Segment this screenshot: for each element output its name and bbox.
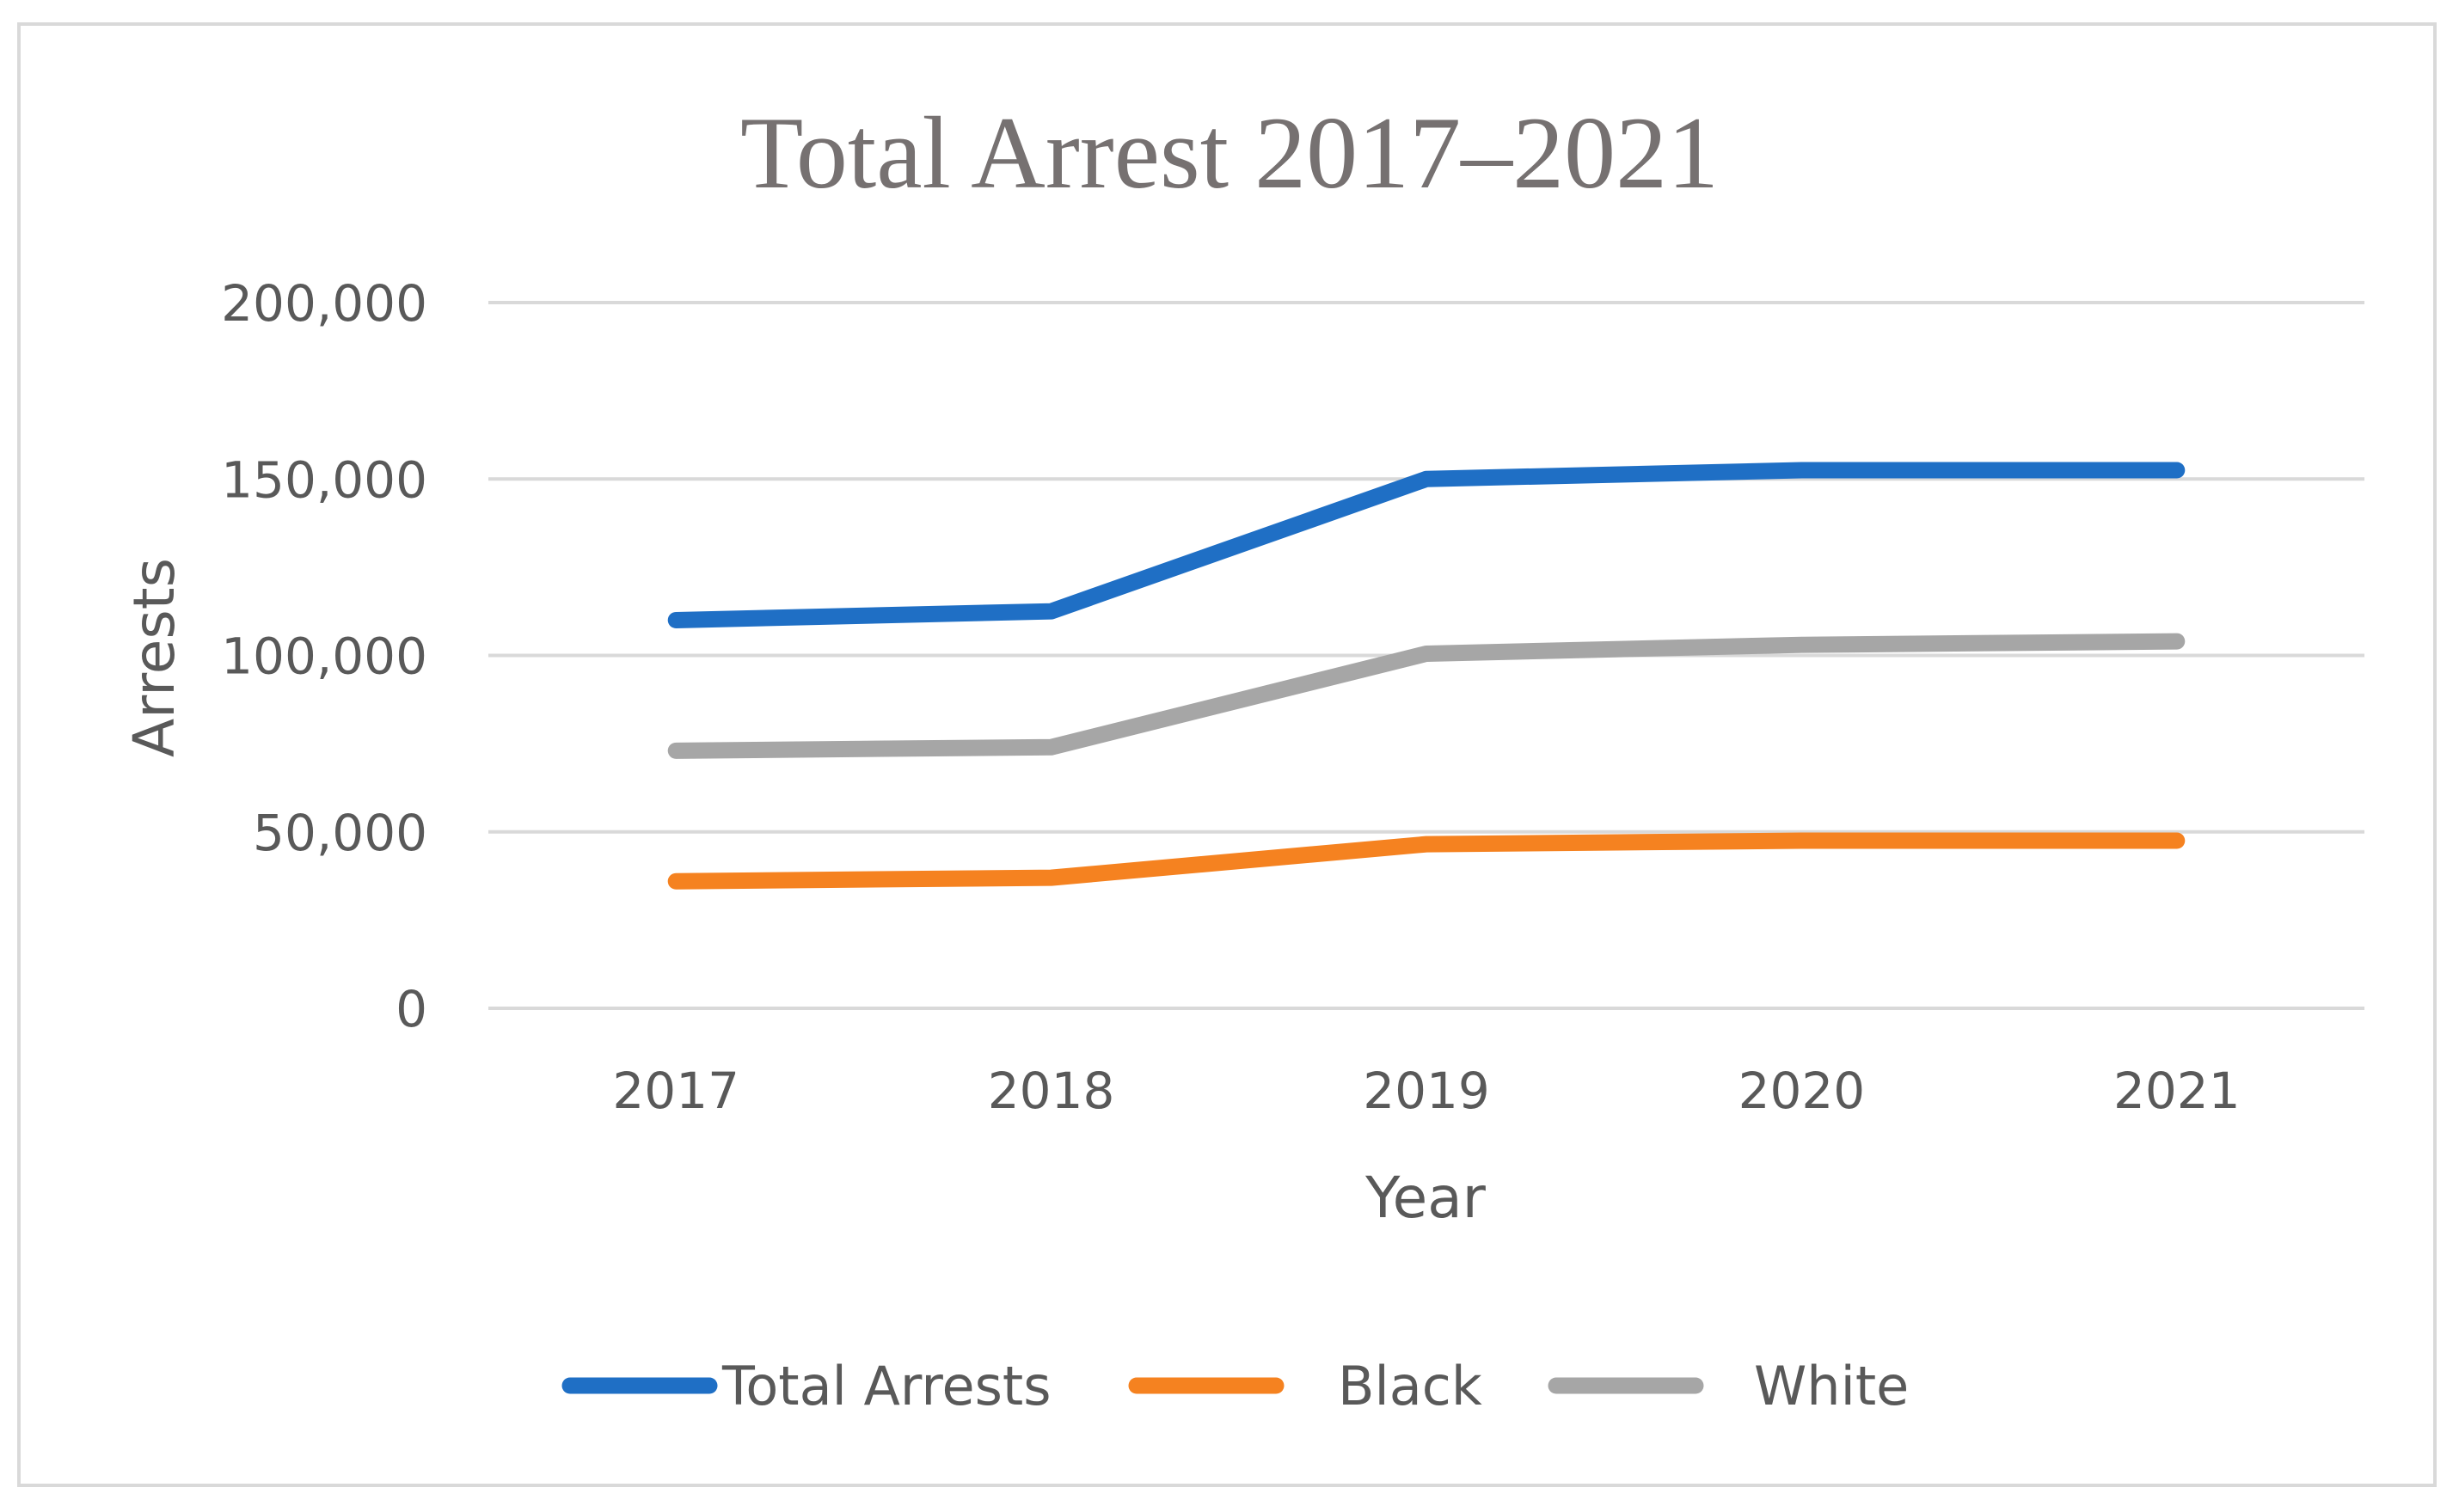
legend-label-black: Black xyxy=(1338,1355,1482,1417)
series-line-white xyxy=(667,633,2186,759)
chart-frame xyxy=(17,22,2437,1487)
chart-title: Total Arrest 2017–2021 xyxy=(740,95,1719,210)
x-axis-title: Year xyxy=(1364,1165,1487,1231)
x-tick-label: 2020 xyxy=(1738,1062,1866,1120)
y-tick-label: 200,000 xyxy=(221,274,427,333)
y-tick-label: 50,000 xyxy=(253,804,427,862)
y-tick-label: 100,000 xyxy=(221,627,427,686)
x-axis-ticks: 2017 2018 2019 2020 2021 xyxy=(612,1062,2240,1120)
y-axis-ticks: 0 50,000 100,000 150,000 200,000 xyxy=(221,274,427,1038)
x-tick-label: 2017 xyxy=(612,1062,739,1120)
gridlines xyxy=(488,301,2364,1010)
y-tick-label: 150,000 xyxy=(221,450,427,509)
series-line-total-arrests xyxy=(667,462,2186,628)
x-tick-label: 2018 xyxy=(988,1062,1115,1120)
series-line-black xyxy=(667,832,2186,890)
x-tick-label: 2019 xyxy=(1363,1062,1490,1120)
x-tick-label: 2021 xyxy=(2113,1062,2241,1120)
legend-label-white: White xyxy=(1754,1355,1909,1417)
legend-label-total-arrests: Total Arrests xyxy=(721,1355,1052,1417)
y-tick-label: 0 xyxy=(396,980,427,1038)
y-axis-title: Arrests xyxy=(121,558,187,757)
legend: Total Arrests Black White xyxy=(561,1355,1909,1417)
series-lines xyxy=(667,462,2186,890)
